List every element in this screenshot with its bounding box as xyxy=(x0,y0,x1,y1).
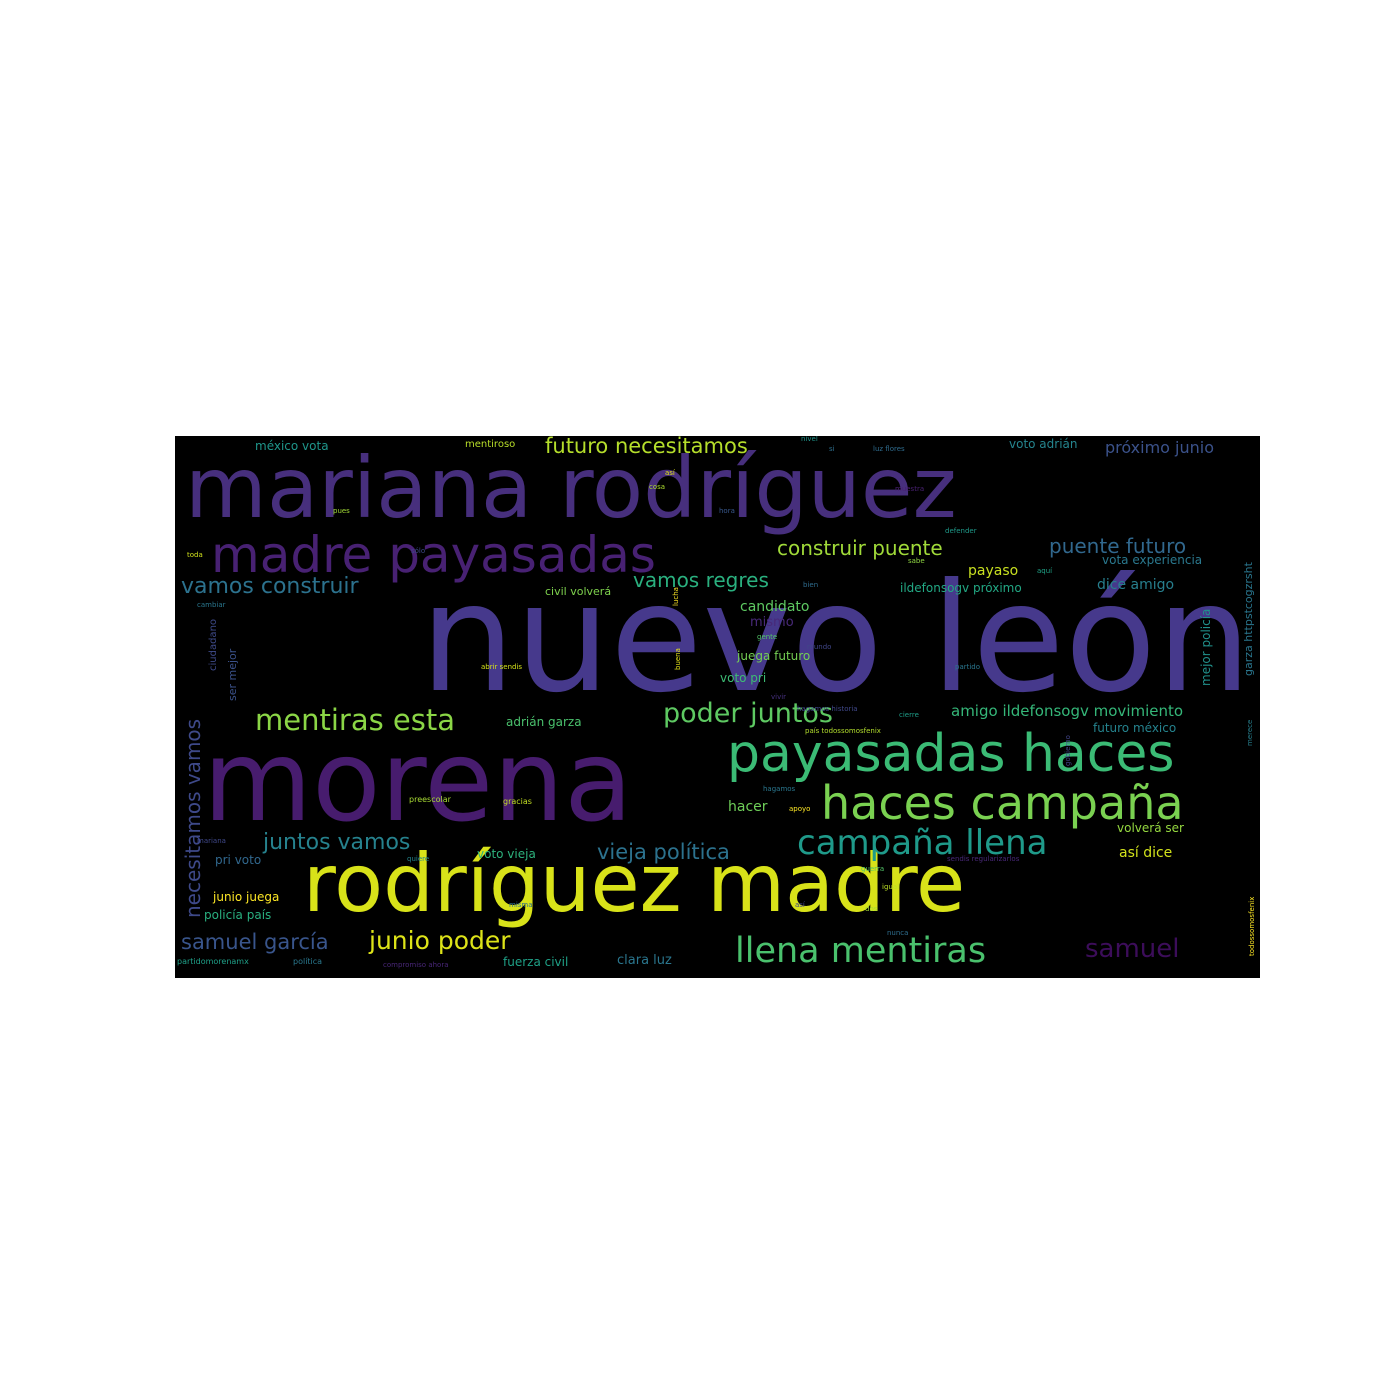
cloud-word: guerra xyxy=(861,865,885,873)
cloud-word: toda xyxy=(187,551,203,559)
cloud-word: mundo xyxy=(807,643,832,651)
cloud-word: partidomorenamx xyxy=(177,957,249,966)
cloud-word: llena mentiras xyxy=(735,931,987,971)
cloud-word: buena xyxy=(674,648,682,670)
cloud-word: mariana rodríguez xyxy=(185,439,957,537)
cloud-word: pues xyxy=(333,507,350,515)
cloud-word: muestra xyxy=(895,485,925,493)
cloud-word: mentiroso xyxy=(465,439,516,450)
cloud-word: misma xyxy=(509,901,533,909)
cloud-word: nunca xyxy=(887,929,909,937)
cloud-word: payasadas haces xyxy=(727,724,1175,784)
cloud-word: futuro necesitamos xyxy=(545,436,748,458)
cloud-word: bien xyxy=(803,581,819,589)
cloud-word: ser mejor xyxy=(226,648,239,701)
cloud-word: amigo ildefonsogv movimiento xyxy=(951,702,1184,720)
cloud-word: samuel xyxy=(1085,934,1180,964)
cloud-word: ildefonsogv próximo xyxy=(900,581,1022,595)
cloud-word: poder juntos xyxy=(663,698,833,729)
cloud-word: campaña llena xyxy=(797,823,1048,863)
cloud-word: mismo xyxy=(750,615,794,630)
cloud-word: civil volverá xyxy=(545,585,612,598)
cloud-word: luz flores xyxy=(873,445,905,453)
cloud-word: candidato xyxy=(740,599,810,615)
cloud-word: madre payasadas xyxy=(211,526,656,584)
cloud-word: ciudadano xyxy=(208,618,219,671)
cloud-word: garza httpstcogzrsht xyxy=(1242,562,1255,676)
cloud-word: voto adrián xyxy=(1009,437,1078,451)
cloud-word: juega futuro xyxy=(737,649,811,663)
cloud-word: pri voto xyxy=(215,853,262,867)
cloud-word: clara luz xyxy=(617,953,672,968)
cloud-word: abrir sendis xyxy=(481,663,523,671)
word-cloud: nuevo león mariana rodríguez morena rodrígu… xyxy=(175,436,1260,978)
cloud-word: partido xyxy=(955,663,981,671)
cloud-word: vota experiencia xyxy=(1102,553,1203,567)
cloud-word: morena xyxy=(203,717,633,847)
cloud-word: vamos construir xyxy=(181,574,359,599)
cloud-word: política xyxy=(293,957,323,966)
cloud-word: payaso xyxy=(968,563,1019,579)
cloud-word: cosa xyxy=(649,483,666,491)
cloud-word: sólo xyxy=(411,547,426,555)
cloud-word: mentiras esta xyxy=(255,703,456,737)
cloud-word: así xyxy=(795,901,805,909)
cloud-word: rodríguez madre xyxy=(303,837,966,930)
cloud-word: vamos regres xyxy=(633,568,769,592)
cloud-word: méxico vota xyxy=(255,439,329,453)
cloud-word: cambiar xyxy=(197,601,226,609)
cloud-word: voto vieja xyxy=(477,847,536,861)
cloud-word: defender xyxy=(945,527,977,535)
cloud-word: samuel garcía xyxy=(181,930,329,954)
cloud-word: hagamos historia xyxy=(797,705,858,713)
cloud-word: fuerza civil xyxy=(503,955,569,969)
cloud-word: dice amigo xyxy=(1097,577,1175,593)
cloud-word: gobierno xyxy=(1064,735,1072,766)
cloud-word: futuro méxico xyxy=(1093,721,1177,735)
cloud-word: hacer xyxy=(728,799,768,815)
cloud-word: quiere xyxy=(407,855,430,863)
cloud-word: necesitamos vamos xyxy=(181,718,205,918)
cloud-word: junio poder xyxy=(369,926,511,955)
cloud-word: puente futuro xyxy=(1049,534,1187,558)
cloud-word: sendis regularizarlos xyxy=(947,855,1020,863)
cloud-word: adrián garza xyxy=(506,715,582,729)
cloud-word: juntos vamos xyxy=(263,830,411,855)
cloud-word: próximo junio xyxy=(1105,438,1215,457)
cloud-word: mejor policía xyxy=(1199,608,1213,686)
cloud-word: cierre xyxy=(899,711,919,719)
cloud-word: hora xyxy=(719,507,735,515)
cloud-word: así xyxy=(665,469,675,477)
cloud-word: sabe xyxy=(908,557,925,565)
cloud-word: junio juega xyxy=(213,890,280,904)
cloud-word: nivel xyxy=(801,436,818,443)
cloud-word: nuevo león xyxy=(420,552,1252,726)
cloud-word: así dice xyxy=(1119,845,1173,861)
cloud-word: voto pri xyxy=(720,671,767,685)
cloud-word: lucha xyxy=(672,587,680,606)
cloud-word: dos xyxy=(865,905,878,913)
cloud-word: igual xyxy=(882,883,900,891)
cloud-word: país todossomosfenix xyxy=(805,727,881,735)
cloud-word: construir puente xyxy=(777,536,943,560)
cloud-word: aquí xyxy=(1037,567,1053,575)
cloud-word: compromiso ahora xyxy=(383,961,449,969)
cloud-word: todossomosfenix xyxy=(1248,896,1256,956)
cloud-word: hagamos xyxy=(763,785,796,793)
cloud-word: vivir xyxy=(771,693,787,701)
cloud-word: mariana xyxy=(197,837,226,845)
cloud-word: haces campaña xyxy=(821,776,1184,830)
cloud-word: merece xyxy=(1246,719,1254,746)
cloud-word: gente xyxy=(757,633,778,641)
cloud-word: gracias xyxy=(503,797,532,806)
cloud-word: si xyxy=(829,445,835,453)
cloud-word: preescolar xyxy=(409,795,451,804)
cloud-word: volverá ser xyxy=(1117,821,1184,835)
cloud-word: apoyo xyxy=(789,805,811,813)
cloud-word: vieja política xyxy=(597,840,730,864)
cloud-word: policía país xyxy=(204,908,272,922)
